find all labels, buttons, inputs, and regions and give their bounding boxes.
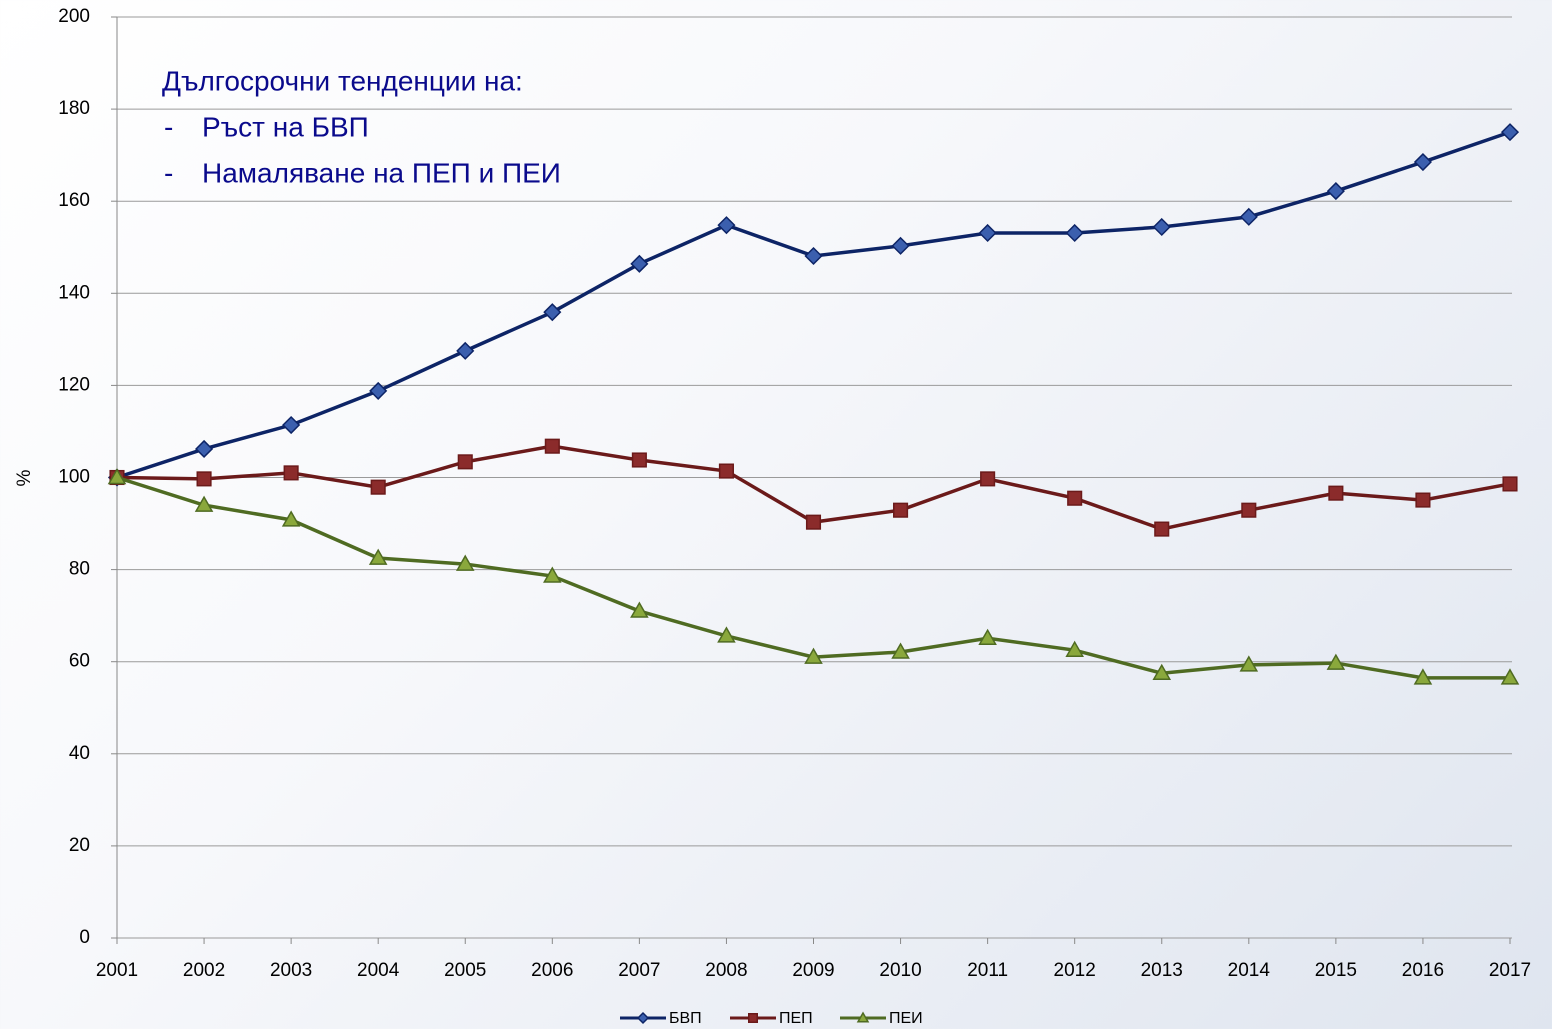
x-tick-label: 2003 xyxy=(270,960,312,981)
data-point xyxy=(630,254,649,273)
data-point xyxy=(455,554,475,571)
y-tick-label: 160 xyxy=(58,190,90,211)
data-point xyxy=(194,495,214,512)
data-point xyxy=(978,628,997,645)
data-point xyxy=(195,439,214,459)
x-tick-label: 2015 xyxy=(1315,960,1357,981)
data-point xyxy=(281,510,301,527)
data-point xyxy=(543,303,562,322)
data-point xyxy=(630,601,649,618)
data-point xyxy=(1500,668,1520,685)
data-point xyxy=(1413,668,1433,685)
data-point xyxy=(717,216,736,235)
data-point xyxy=(1415,492,1431,508)
x-tick-label: 2005 xyxy=(444,960,486,981)
data-point xyxy=(543,566,562,583)
data-point xyxy=(631,452,647,468)
y-tick-label: 140 xyxy=(58,282,90,303)
data-point xyxy=(456,341,475,360)
data-point xyxy=(891,236,910,255)
y-tick-label: 60 xyxy=(69,651,90,672)
data-point xyxy=(457,454,473,470)
data-point xyxy=(368,548,388,565)
data-point xyxy=(717,626,736,643)
data-point xyxy=(1328,485,1344,501)
data-point xyxy=(370,479,386,495)
x-tick-label: 2009 xyxy=(792,960,834,981)
data-point xyxy=(1152,663,1172,680)
y-axis-label: % xyxy=(14,469,35,486)
data-point xyxy=(978,223,997,243)
y-tick-label: 0 xyxy=(79,927,90,948)
legend-label: ПЕИ xyxy=(889,1010,923,1027)
data-point xyxy=(891,642,910,659)
data-point xyxy=(369,381,388,400)
legend-marker xyxy=(856,1011,870,1023)
data-point xyxy=(1413,152,1432,172)
x-tick-label: 2012 xyxy=(1054,960,1096,981)
data-point xyxy=(1326,653,1346,670)
data-point xyxy=(107,467,127,485)
legend-marker xyxy=(636,1011,650,1025)
data-point xyxy=(544,438,560,454)
data-point xyxy=(1067,490,1083,506)
data-point xyxy=(1065,640,1084,657)
x-tick-label: 2008 xyxy=(705,960,747,981)
y-tick-label: 200 xyxy=(58,6,90,27)
x-tick-label: 2002 xyxy=(183,960,225,981)
y-tick-label: 20 xyxy=(69,835,90,856)
x-tick-label: 2001 xyxy=(96,960,138,981)
data-point xyxy=(1500,123,1520,142)
data-point xyxy=(980,471,996,487)
legend-marker xyxy=(748,1013,758,1023)
data-point xyxy=(804,246,823,266)
data-point xyxy=(1065,223,1084,243)
data-point xyxy=(804,647,823,664)
legend-label: ПЕП xyxy=(779,1010,813,1027)
x-tick-label: 2006 xyxy=(531,960,573,981)
x-tick-label: 2017 xyxy=(1489,960,1531,981)
legend-label: БВП xyxy=(669,1010,702,1027)
data-point xyxy=(1326,182,1345,201)
annotation-item: Ръст на БВП xyxy=(202,111,369,142)
annotation-bullet: - xyxy=(164,157,173,188)
data-point xyxy=(1152,217,1171,237)
annotation-item: Намаляване на ПЕП и ПЕИ xyxy=(202,157,561,188)
x-tick-label: 2010 xyxy=(879,960,921,981)
x-tick-label: 2004 xyxy=(357,960,400,981)
y-tick-label: 100 xyxy=(58,467,90,488)
y-tick-label: 40 xyxy=(69,743,90,764)
data-point xyxy=(196,471,212,487)
annotation-heading: Дългосрочни тенденции на: xyxy=(162,65,523,96)
data-point xyxy=(1239,655,1259,672)
x-tick-label: 2016 xyxy=(1402,960,1444,981)
data-point xyxy=(805,514,822,530)
y-tick-label: 120 xyxy=(58,374,90,395)
data-point xyxy=(282,415,301,435)
x-tick-label: 2011 xyxy=(967,960,1008,981)
data-point xyxy=(718,463,734,479)
data-point xyxy=(1502,476,1518,492)
data-point xyxy=(1239,207,1258,226)
x-tick-label: 2013 xyxy=(1141,960,1183,981)
data-point xyxy=(283,465,299,481)
x-tick-label: 2014 xyxy=(1228,960,1271,981)
data-point xyxy=(1154,521,1170,537)
y-tick-label: 180 xyxy=(58,98,90,119)
data-point xyxy=(1241,502,1257,518)
data-point xyxy=(893,502,909,518)
annotation-bullet: - xyxy=(164,111,173,142)
y-tick-label: 80 xyxy=(69,559,90,580)
x-tick-label: 2007 xyxy=(618,960,660,981)
